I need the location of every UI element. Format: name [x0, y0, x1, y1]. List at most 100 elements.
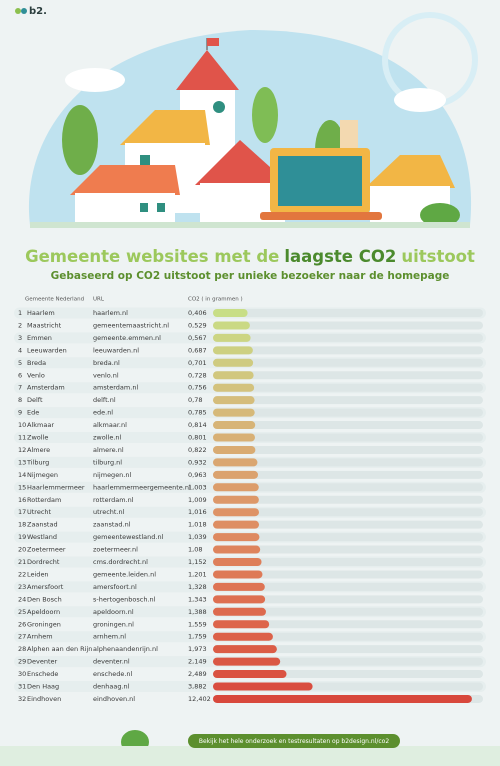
municipality: Emmen: [27, 334, 52, 342]
value-label: 1,152: [188, 558, 207, 566]
bar: [213, 421, 256, 430]
bar-track: [213, 383, 483, 392]
value-label: 1,343: [188, 595, 207, 603]
footer-button-label[interactable]: Bekijk het hele onderzoek en testresulta…: [199, 738, 389, 745]
rank: 11: [18, 434, 26, 442]
bar: [213, 495, 259, 504]
url: delft.nl: [93, 396, 116, 404]
url: leeuwarden.nl: [93, 346, 139, 354]
value-label: 1,388: [188, 608, 207, 616]
value-label: 1,039: [188, 533, 207, 541]
bar: [213, 558, 262, 566]
value-label: 0,963: [188, 471, 207, 479]
row: 2 Maastricht gemeentemaastricht.nl 0,529: [14, 319, 486, 331]
bar: [213, 657, 281, 666]
bar-track: [213, 445, 483, 454]
rank: 23: [18, 583, 26, 591]
row: 24 Den Bosch s-hertogenbosch.nl 1,343: [14, 593, 486, 605]
url: ede.nl: [93, 409, 113, 417]
value-label: 1,201: [188, 570, 207, 578]
bar: [213, 470, 259, 479]
row: 1 Haarlem haarlem.nl 0,406: [14, 307, 486, 319]
rank: 14: [18, 471, 26, 479]
bar-track: [213, 570, 483, 579]
bar-track: [213, 333, 483, 342]
municipality: Arnhem: [27, 633, 53, 641]
bar-track: [213, 558, 483, 566]
url: groningen.nl: [93, 620, 134, 628]
municipality: Zoetermeer: [27, 546, 66, 554]
bar: [213, 682, 313, 691]
rank: 9: [18, 409, 22, 417]
column-header: Gemeente Nederland: [25, 297, 84, 303]
rank: 20: [18, 546, 26, 554]
municipality: Eindhoven: [27, 695, 61, 703]
bar-track: [213, 396, 483, 405]
footer-button[interactable]: [188, 734, 400, 748]
value-label: 0,932: [188, 458, 207, 466]
rank: 19: [18, 533, 26, 541]
title-part: uitstoot: [401, 247, 475, 266]
rank: 24: [18, 595, 26, 603]
row: 7 Amsterdam amsterdam.nl 0,756: [14, 382, 486, 394]
bar: [213, 607, 266, 616]
bar-track: [213, 421, 483, 430]
bar: [213, 445, 256, 454]
municipality: Rotterdam: [27, 496, 61, 504]
rank: 25: [18, 608, 26, 616]
rank: 15: [18, 483, 26, 491]
url: apeldoorn.nl: [93, 608, 134, 616]
url: amsterdam.nl: [93, 384, 138, 392]
title: Gemeente websites met de laagste CO2 uitst…: [25, 247, 475, 266]
bar: [213, 632, 273, 641]
municipality: Breda: [27, 359, 46, 367]
municipality: Leiden: [27, 570, 49, 578]
bar-track: [213, 408, 483, 417]
rank: 5: [18, 359, 22, 367]
municipality: Haarlem: [27, 309, 55, 317]
rank: 4: [18, 346, 22, 354]
value-label: 1,08: [188, 546, 202, 554]
value-label: 1,973: [188, 645, 207, 653]
municipality: Tilburg: [26, 458, 49, 466]
subtitle: Gebaseerd op CO2 uitstoot per unieke bez…: [51, 270, 450, 282]
url: venlo.nl: [93, 371, 119, 379]
url: almere.nl: [93, 446, 124, 454]
bar: [213, 520, 260, 529]
municipality: Enschede: [27, 670, 58, 678]
municipality: Delft: [27, 396, 43, 404]
column-header: URL: [93, 297, 105, 303]
value-label: 0,529: [188, 321, 207, 329]
url: s-hertogenbosch.nl: [93, 595, 156, 603]
bar-track: [213, 520, 483, 529]
municipality: Alphen aan den Rijn: [27, 645, 92, 653]
url: gemeente.leiden.nl: [93, 570, 156, 578]
url: alphenaandenrijn.nl: [93, 645, 158, 653]
rank: 22: [18, 570, 26, 578]
url: gemeentewestland.nl: [93, 533, 164, 541]
bar: [213, 645, 277, 654]
bar: [213, 321, 250, 330]
title-highlight: laagste CO2: [284, 247, 396, 266]
municipality: Ede: [27, 409, 39, 417]
rank: 32: [18, 695, 26, 703]
rank: 3: [18, 334, 22, 342]
value-label: 0,728: [188, 371, 207, 379]
value-label: 0,406: [188, 309, 207, 317]
bar-track: [213, 321, 483, 330]
url: haarlemmermeergemeente.nl: [93, 483, 191, 491]
rank: 6: [18, 371, 22, 379]
url: tilburg.nl: [93, 458, 122, 466]
rank: 26: [18, 620, 26, 628]
bar-track: [213, 533, 483, 542]
municipality: Den Bosch: [27, 595, 62, 603]
rank: 17: [18, 508, 26, 516]
footer: Bekijk het hele onderzoek en testresulta…: [0, 730, 500, 766]
bar-track: [213, 620, 483, 629]
bar-track: [213, 458, 483, 467]
url: amersfoort.nl: [93, 583, 137, 591]
url: breda.nl: [93, 359, 120, 367]
municipality: Groningen: [27, 620, 61, 628]
municipality: Alkmaar: [27, 421, 54, 429]
